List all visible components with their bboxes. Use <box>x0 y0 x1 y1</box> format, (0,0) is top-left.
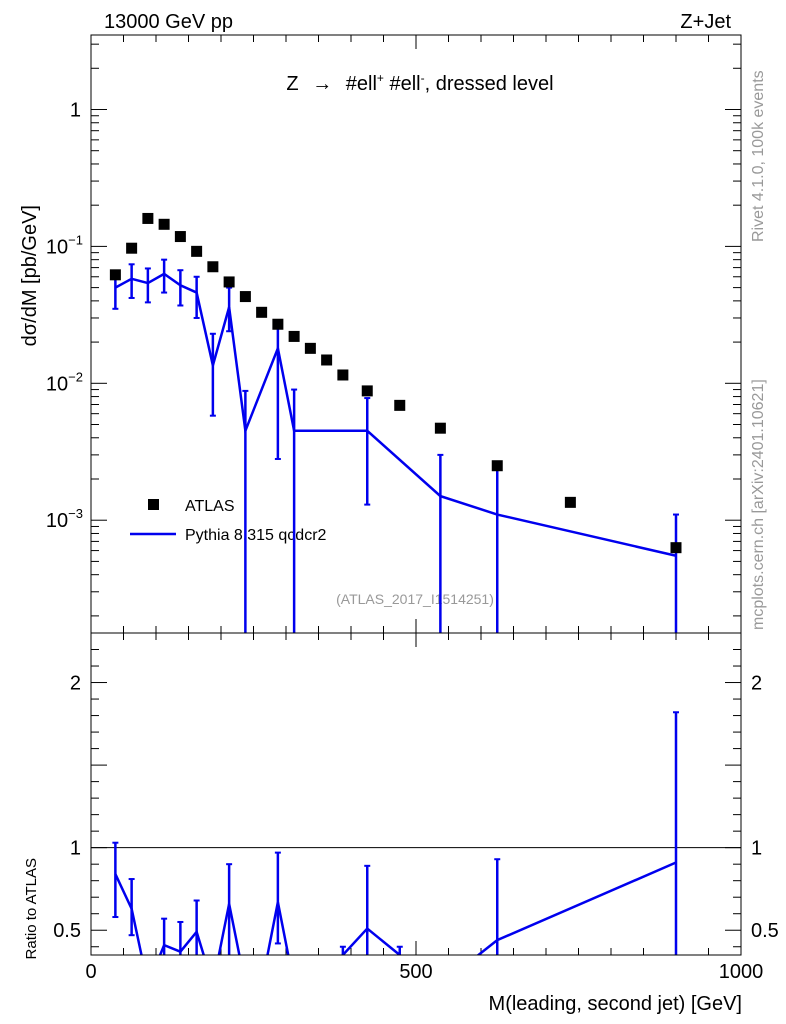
atlas-marker <box>256 306 268 318</box>
atlas-marker <box>670 542 682 554</box>
rivet-label: Rivet 4.1.0, 100k events <box>750 70 767 242</box>
atlas-marker <box>207 261 219 273</box>
atlas-marker <box>158 218 170 230</box>
title-pre: Z <box>286 73 298 95</box>
legend-label-mc: Pythia 8.315 qcdcr2 <box>185 527 327 544</box>
ratio-xtick-label: 500 <box>399 961 432 983</box>
atlas-marker <box>288 330 300 342</box>
title-arrow-icon: → <box>312 73 332 95</box>
ratio-plot-layer: 0 500 1000 0.5 0.5 1 1 2 2 <box>53 633 779 983</box>
analysis-watermark: (ATLAS_2017_I1514251) <box>336 591 494 607</box>
main-ytick-label: 10−1 <box>46 232 83 258</box>
mcplots-label: mcplots.cern.ch [arXiv:2401.10621] <box>750 379 767 630</box>
energy-label: 13000 GeV pp <box>104 11 233 33</box>
atlas-marker <box>491 460 503 472</box>
title-sup2: - <box>421 71 425 85</box>
ratio-xlabel: M(leading, second jet) [GeV] <box>489 993 742 1015</box>
legend-marker-atlas <box>148 499 159 510</box>
ratio-xtick-label: 0 <box>85 961 96 983</box>
ratio-ytick-label: 1 <box>70 838 81 860</box>
ratio-ylabel: Ratio to ATLAS <box>23 858 40 959</box>
atlas-marker <box>109 269 121 281</box>
main-ytick-exp: −2 <box>68 369 83 384</box>
atlas-marker <box>321 354 333 366</box>
ratio-ytick-label: 2 <box>70 673 81 695</box>
main-ytick-label: 10−2 <box>46 369 83 395</box>
atlas-marker <box>394 399 406 411</box>
main-title: Z → #ell+ #ell-, dressed level <box>286 71 553 95</box>
ratio-xtick-label: 1000 <box>719 961 764 983</box>
title-sup1: + <box>377 71 384 85</box>
main-ytick-label: 10−3 <box>46 506 83 532</box>
title-lepton2: #ell <box>384 73 421 95</box>
main-ytick-base: 10 <box>46 373 68 395</box>
atlas-marker <box>434 422 446 434</box>
atlas-marker <box>142 212 154 224</box>
ratio-ytick-label-right: 1 <box>751 838 762 860</box>
legend-label-atlas: ATLAS <box>185 498 235 515</box>
atlas-marker <box>174 231 186 243</box>
ratio-line <box>114 861 677 955</box>
atlas-marker <box>239 291 251 303</box>
ratio-ytick-label-right: 0.5 <box>751 920 779 942</box>
atlas-marker <box>337 369 349 381</box>
atlas-marker <box>191 245 203 257</box>
ratio-clipped-group <box>112 711 679 955</box>
atlas-marker <box>126 242 138 254</box>
atlas-marker <box>223 276 235 288</box>
atlas-marker <box>304 342 316 354</box>
atlas-marker <box>272 318 284 330</box>
main-ytick-exp: −3 <box>68 506 83 521</box>
main-ylabel: dσ/dM [pb/GeV] <box>19 205 41 346</box>
legend: ATLAS Pythia 8.315 qcdcr2 <box>130 498 327 544</box>
title-lepton1: #ell <box>346 73 377 95</box>
main-ytick-base: 10 <box>46 510 68 532</box>
atlas-marker <box>361 385 373 397</box>
main-plot-layer: 110−110−210−3 <box>46 35 742 633</box>
main-ytick-exp: −1 <box>68 232 83 247</box>
title-post: , dressed level <box>425 73 554 95</box>
ratio-frame <box>90 632 742 956</box>
atlas-marker <box>564 496 576 508</box>
main-ytick-base: 10 <box>46 236 68 258</box>
ratio-ytick-label-right: 2 <box>751 673 762 695</box>
main-ytick-label: 1 <box>70 99 81 121</box>
ratio-ytick-label: 0.5 <box>53 920 81 942</box>
process-label: Z+Jet <box>680 11 731 33</box>
